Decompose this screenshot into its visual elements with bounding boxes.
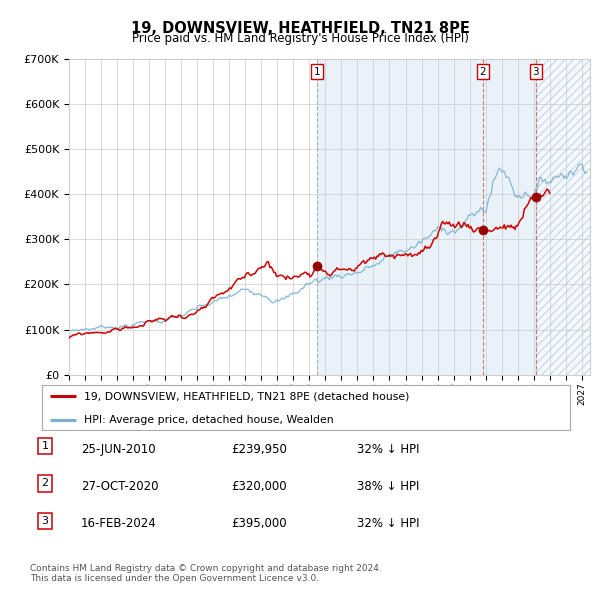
Text: £320,000: £320,000 <box>231 480 287 493</box>
Bar <box>536 59 590 375</box>
Text: Contains HM Land Registry data © Crown copyright and database right 2024.
This d: Contains HM Land Registry data © Crown c… <box>30 563 382 583</box>
Text: 2: 2 <box>479 67 486 77</box>
Bar <box>317 59 536 375</box>
Text: £395,000: £395,000 <box>231 517 287 530</box>
Text: £239,950: £239,950 <box>231 443 287 456</box>
Text: 25-JUN-2010: 25-JUN-2010 <box>81 443 155 456</box>
Bar <box>536 59 590 375</box>
Text: HPI: Average price, detached house, Wealden: HPI: Average price, detached house, Weal… <box>84 415 334 425</box>
Text: 38% ↓ HPI: 38% ↓ HPI <box>357 480 419 493</box>
Text: 27-OCT-2020: 27-OCT-2020 <box>81 480 158 493</box>
Text: 19, DOWNSVIEW, HEATHFIELD, TN21 8PE (detached house): 19, DOWNSVIEW, HEATHFIELD, TN21 8PE (det… <box>84 391 410 401</box>
Text: 3: 3 <box>532 67 539 77</box>
Text: 19, DOWNSVIEW, HEATHFIELD, TN21 8PE: 19, DOWNSVIEW, HEATHFIELD, TN21 8PE <box>131 21 469 35</box>
Text: 32% ↓ HPI: 32% ↓ HPI <box>357 517 419 530</box>
Text: 3: 3 <box>41 516 49 526</box>
Text: 1: 1 <box>41 441 49 451</box>
Text: 1: 1 <box>314 67 320 77</box>
Text: 32% ↓ HPI: 32% ↓ HPI <box>357 443 419 456</box>
Text: 16-FEB-2024: 16-FEB-2024 <box>81 517 157 530</box>
Text: 2: 2 <box>41 478 49 489</box>
Text: Price paid vs. HM Land Registry's House Price Index (HPI): Price paid vs. HM Land Registry's House … <box>131 32 469 45</box>
